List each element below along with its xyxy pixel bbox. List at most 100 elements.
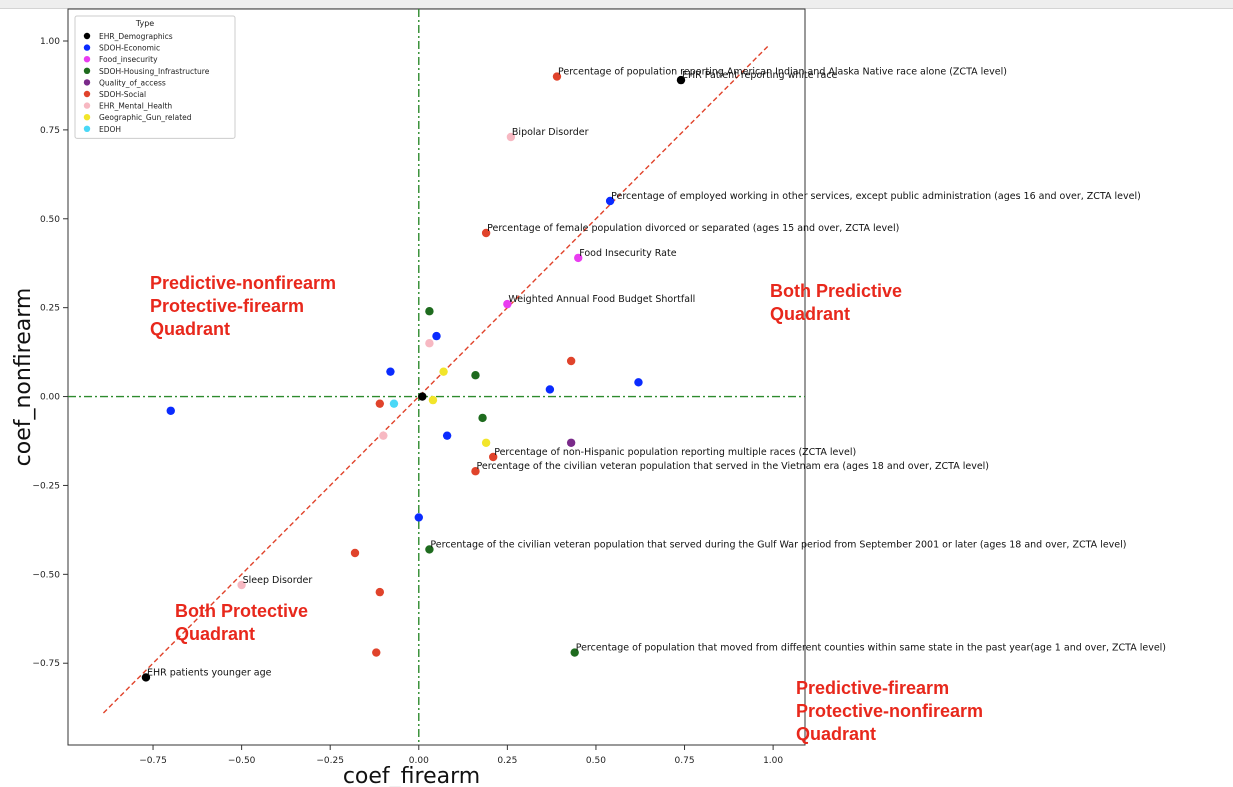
data-point — [350, 548, 360, 558]
point-label: Percentage of the civilian veteran popul… — [430, 539, 1126, 550]
legend-marker — [83, 67, 91, 75]
quadrant-annotation: Predictive-firearm — [796, 678, 949, 698]
y-axis-label: coef_nonfirearm — [11, 288, 36, 467]
data-point — [425, 339, 434, 348]
data-point — [605, 196, 615, 206]
data-point — [442, 431, 452, 440]
y-tick-label: 0.25 — [40, 304, 60, 314]
data-point — [566, 438, 576, 447]
legend-entry: SDOH-Social — [99, 90, 146, 99]
point-label: Sleep Disorder — [243, 575, 313, 586]
data-point — [481, 228, 491, 238]
point-label: EHR patients younger age — [147, 667, 272, 678]
data-point — [372, 648, 381, 657]
data-point — [386, 367, 395, 376]
legend-marker — [83, 32, 91, 40]
legend-marker — [83, 114, 91, 121]
legend-entry: Geographic_Gun_related — [99, 113, 192, 122]
data-point — [471, 371, 480, 380]
point-label: Bipolar Disorder — [512, 127, 589, 138]
point-label: Percentage of population that moved from… — [576, 643, 1166, 654]
data-point — [425, 307, 434, 316]
quadrant-annotation: Quadrant — [796, 724, 876, 744]
data-point — [141, 673, 151, 682]
y-tick-label: 0.00 — [40, 393, 60, 403]
y-tick-label: 0.75 — [40, 126, 60, 136]
quadrant-annotation: Quadrant — [770, 304, 850, 324]
point-label: Percentage of non-Hispanic population re… — [494, 447, 856, 458]
y-tick-label: −0.75 — [32, 659, 60, 669]
x-tick-label: −0.50 — [228, 756, 256, 766]
data-point — [488, 452, 498, 462]
data-point — [237, 580, 246, 590]
data-point — [471, 467, 480, 476]
data-point — [503, 299, 512, 309]
legend-entry: EDOH — [99, 125, 121, 134]
legend-title: Type — [135, 19, 154, 28]
x-axis-label: coef_firearm — [343, 764, 480, 787]
x-tick-label: 0.00 — [409, 756, 429, 766]
data-point — [676, 75, 686, 85]
legend-marker — [83, 56, 91, 63]
data-point — [425, 545, 434, 554]
legend-marker — [83, 44, 91, 51]
data-point — [506, 132, 516, 142]
quadrant-annotation: Quadrant — [150, 319, 230, 339]
data-point — [379, 431, 388, 440]
data-point — [478, 413, 487, 423]
legend-entry: EHR_Demographics — [99, 32, 173, 41]
y-tick-label: 0.50 — [40, 215, 60, 225]
data-point — [166, 406, 175, 415]
point-label: Percentage of employed working in other … — [611, 191, 1141, 202]
x-tick-label: −0.75 — [139, 756, 167, 766]
legend-marker — [83, 79, 91, 86]
point-label: Percentage of female population divorced… — [487, 223, 899, 234]
x-tick-label: 0.75 — [675, 756, 695, 766]
diagonal-identity-line — [102, 44, 771, 714]
data-point — [552, 72, 562, 81]
plot-frame — [67, 8, 806, 746]
legend-entry: SDOH-Economic — [99, 44, 160, 53]
data-point — [634, 378, 643, 387]
legend-marker — [83, 125, 91, 132]
quadrant-annotation: Protective-nonfirearm — [796, 701, 983, 721]
legend-entry: Food_insecurity — [99, 55, 158, 64]
y-tick-label: 1.00 — [40, 37, 60, 47]
y-tick-label: −0.50 — [32, 570, 60, 580]
data-point — [574, 253, 583, 263]
legend-entry: Quality_of_access — [99, 78, 166, 87]
legend-entry: EHR_Mental_Health — [99, 102, 172, 111]
legend-entry: SDOH-Housing_Infrastructure — [99, 67, 210, 76]
data-point — [375, 587, 385, 597]
quadrant-annotation: Quadrant — [175, 624, 255, 644]
data-point — [570, 648, 579, 657]
data-point — [414, 513, 423, 522]
data-point — [481, 438, 491, 447]
x-tick-label: −0.25 — [316, 756, 344, 766]
quadrant-annotation: Both Predictive — [770, 281, 902, 301]
point-label: EHR Patient reporting white race — [682, 70, 838, 81]
data-point — [439, 367, 448, 376]
data-point — [375, 399, 385, 408]
data-point — [389, 399, 399, 408]
quadrant-annotation: Predictive-nonfirearm — [150, 273, 336, 293]
point-label: Food Insecurity Rate — [579, 248, 677, 259]
data-point — [428, 395, 438, 405]
point-label: Weighted Annual Food Budget Shortfall — [508, 294, 695, 305]
x-tick-label: 1.00 — [763, 756, 783, 766]
quadrant-annotation: Protective-firearm — [150, 296, 304, 316]
data-point — [545, 385, 555, 394]
legend-marker — [83, 90, 91, 98]
data-point — [418, 392, 427, 401]
point-label: Percentage of the civilian veteran popul… — [476, 461, 989, 472]
legend-marker — [83, 102, 91, 109]
quadrant-annotation: Both Protective — [175, 601, 308, 621]
data-point — [566, 356, 576, 366]
y-tick-label: −0.25 — [32, 481, 60, 491]
legend-box — [74, 15, 236, 139]
data-point — [432, 331, 441, 341]
x-tick-label: 0.50 — [586, 756, 606, 766]
point-label: Percentage of population reporting Ameri… — [558, 67, 1007, 78]
x-tick-label: 0.25 — [497, 756, 517, 766]
